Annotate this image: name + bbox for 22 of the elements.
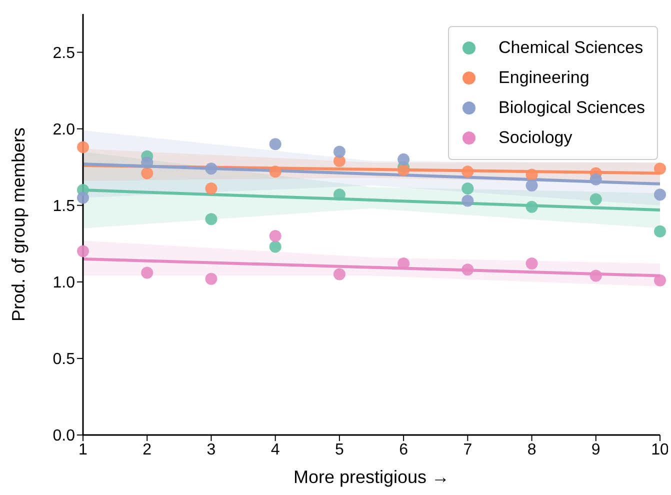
y-tick-label: 1.5 xyxy=(52,198,76,216)
x-tick-label: 6 xyxy=(399,441,408,458)
x-tick-label: 5 xyxy=(334,441,344,458)
x-tick-label: 3 xyxy=(206,441,216,458)
legend-label: Sociology xyxy=(498,128,572,148)
x-axis-title: More prestigious → xyxy=(293,467,450,487)
x-tick-label: 1 xyxy=(78,441,88,458)
legend-label: Biological Sciences xyxy=(498,98,645,118)
y-tick-label: 0.5 xyxy=(52,351,76,368)
x-tick-label: 7 xyxy=(463,441,472,458)
x-tick-label: 10 xyxy=(651,441,669,458)
x-tick-label: 8 xyxy=(527,441,536,458)
y-axis-title: Prod. of group members xyxy=(8,127,28,322)
x-tick-label: 4 xyxy=(270,441,280,458)
x-tick-label: 9 xyxy=(591,441,600,458)
legend-label: Chemical Sciences xyxy=(498,38,644,58)
y-tick-label: 0.0 xyxy=(52,428,76,445)
y-tick-label: 2.0 xyxy=(52,122,76,138)
legend-label: Engineering xyxy=(498,68,590,88)
y-tick-label: 2.5 xyxy=(52,44,76,62)
y-tick-label: 1.0 xyxy=(52,274,76,292)
x-tick-label: 2 xyxy=(142,441,152,458)
